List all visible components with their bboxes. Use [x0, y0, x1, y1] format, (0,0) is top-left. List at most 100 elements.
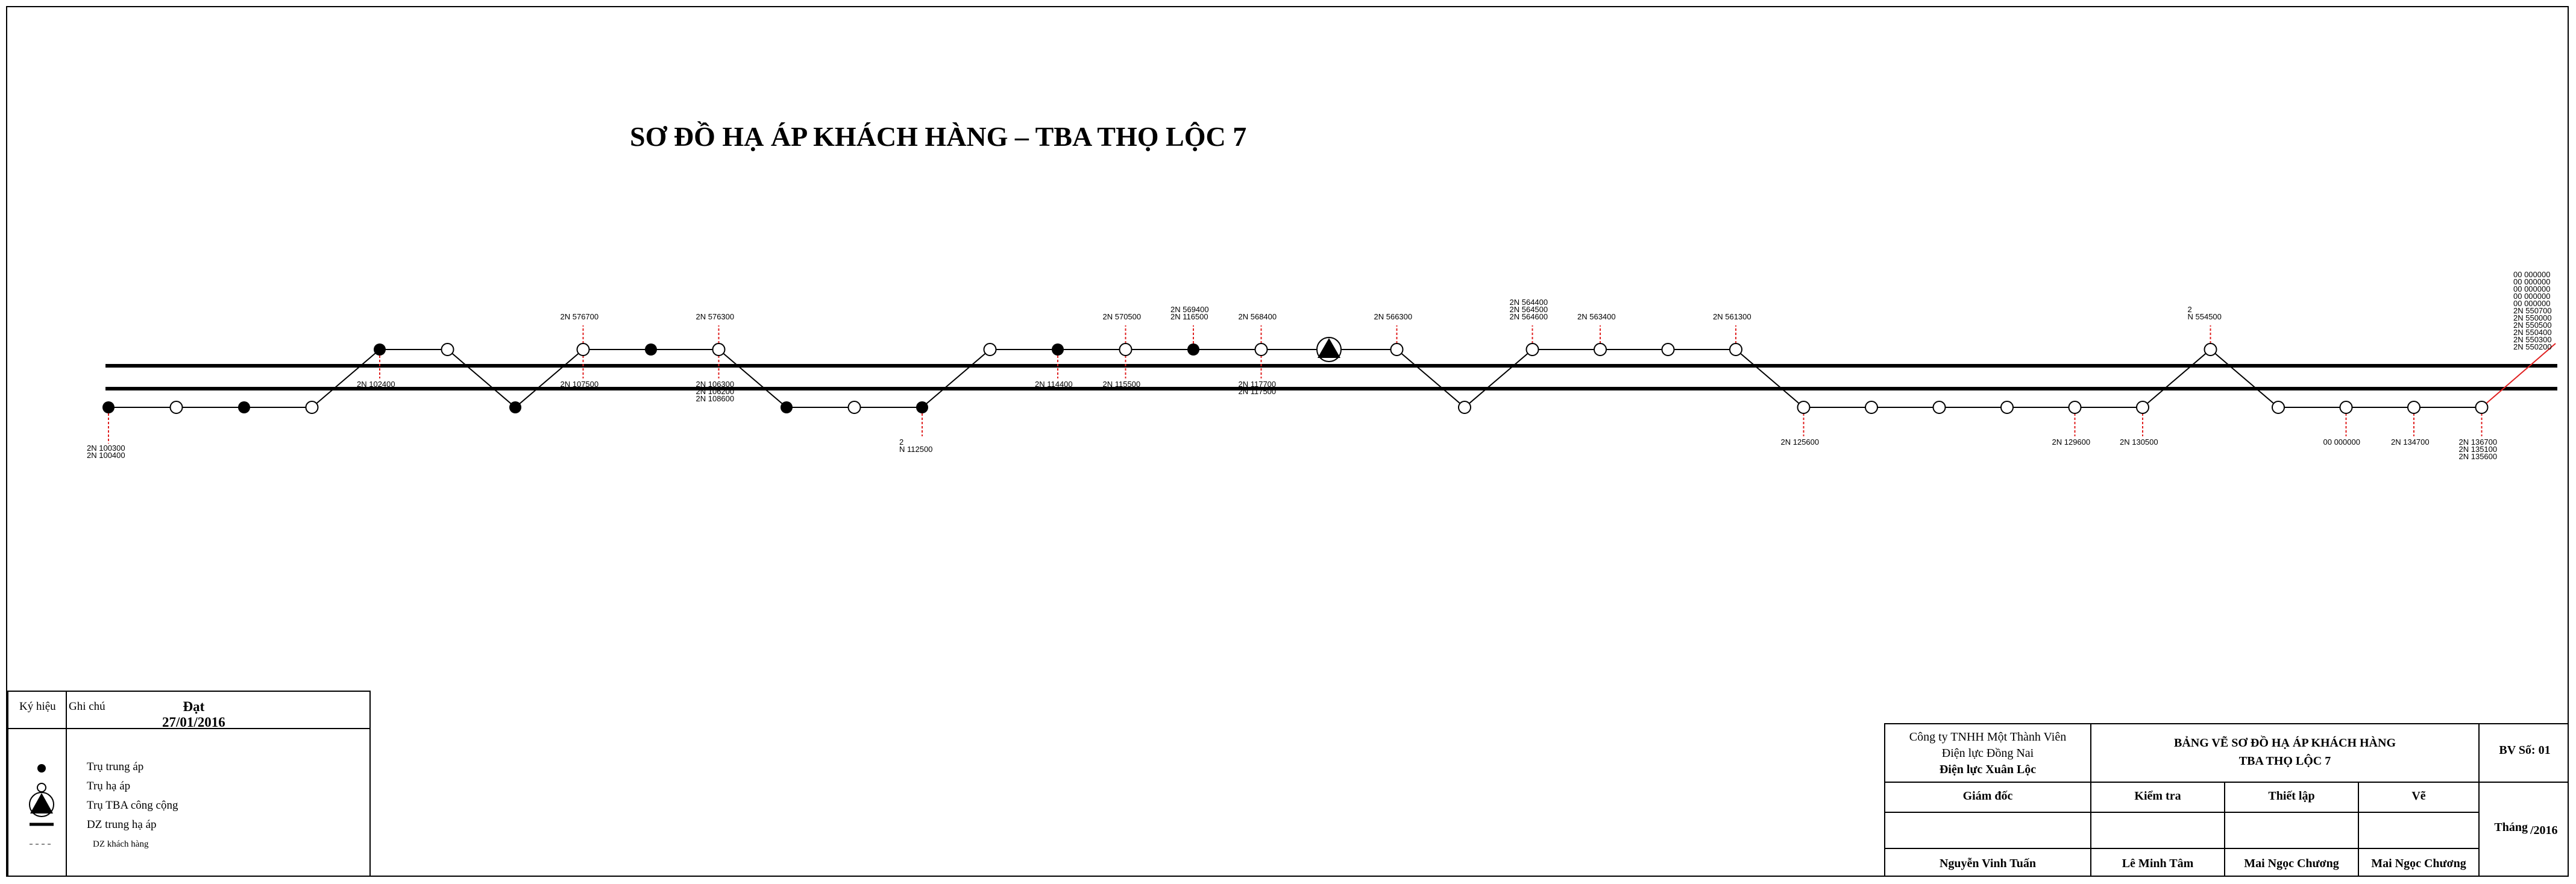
low-voltage-pole-icon: [2407, 401, 2420, 414]
medium-voltage-pole-icon: [781, 401, 793, 413]
customer-meter-label: 2N 576300: [696, 312, 735, 321]
low-voltage-pole-icon: [441, 343, 454, 356]
customer-meter-label: 2N 100400: [87, 451, 125, 460]
drawing-title-line2: TBA THỌ LỘC 7: [2238, 754, 2331, 768]
customer-meter-label: 2N 566300: [1374, 312, 1413, 321]
medium-voltage-pole-icon: [374, 343, 386, 356]
drawing-title: BẢNG VẼ SƠ ĐỒ HẠ ÁP KHÁCH HÀNG TBA THỌ L…: [2091, 734, 2478, 770]
drawing-title-line1: BẢNG VẼ SƠ ĐỒ HẠ ÁP KHÁCH HÀNG: [2174, 736, 2396, 750]
medium-voltage-pole-icon: [916, 401, 928, 413]
customer-meter-label: 2N 117500: [1239, 387, 1277, 396]
low-voltage-pole-icon: [1254, 343, 1268, 356]
legend-header: [8, 692, 369, 729]
medium-voltage-pole-icon: [1052, 343, 1064, 356]
low-voltage-pole-icon: [2339, 401, 2353, 414]
low-voltage-pole-icon: [2272, 401, 2285, 414]
low-voltage-pole-icon: [1458, 401, 1471, 414]
low-voltage-pole-icon: [1932, 401, 1946, 414]
month-label: Tháng: [2494, 821, 2528, 834]
customer-meter-label: 2N 568400: [1239, 312, 1277, 321]
customer-meter-label: 2N 564600: [1510, 312, 1548, 321]
low-voltage-pole-icon: [847, 401, 861, 414]
drawing-frame: [6, 6, 2569, 877]
customer-meter-label: 2N 550700: [2513, 306, 2552, 315]
legend-divider: [66, 692, 67, 876]
medium-voltage-pole-icon: [645, 343, 657, 356]
customer-meter-label: 2N 564500: [1510, 305, 1548, 314]
name-director: Nguyễn Vinh Tuấn: [1939, 857, 2037, 870]
customer-meter-label: 2N 115500: [1103, 380, 1141, 389]
customer-meter-label: N 554500: [2188, 312, 2222, 321]
customer-meter-label: 2N 564400: [1510, 298, 1548, 307]
medium-voltage-pole-icon: [1187, 343, 1199, 356]
customer-meter-label: 2: [2188, 305, 2192, 314]
name-draw: Mai Ngọc Chương: [2371, 857, 2466, 870]
customer-meter-label: 2N 569400: [1170, 305, 1209, 314]
customer-meter-label: 2N 108600: [696, 394, 735, 403]
customer-meter-label: 2N 561300: [1713, 312, 1751, 321]
customer-meter-label: 2N 550500: [2513, 321, 2552, 330]
low-voltage-pole-icon: [1729, 343, 1742, 356]
customer-meter-label: 2N 563400: [1577, 312, 1616, 321]
customer-meter-label: 2: [899, 437, 903, 447]
sheet-number: BV Số: 01: [2499, 744, 2551, 757]
low-voltage-pole-icon: [576, 343, 590, 356]
customer-meter-label: 2N 136700: [2459, 437, 2498, 447]
low-voltage-pole-icon: [1865, 401, 1878, 414]
customer-meter-label: 2N 576700: [561, 312, 599, 321]
role-setup: Thiết lập: [2268, 789, 2315, 803]
year-label: /2016: [2530, 824, 2558, 837]
customer-meter-label: 2N 135100: [2459, 445, 2498, 454]
customer-meter-label: 2N 114400: [1035, 380, 1073, 389]
medium-voltage-pole-icon: [238, 401, 250, 413]
low-voltage-pole-icon: [2475, 401, 2489, 414]
legend-item-line: DZ trung hạ áp: [87, 818, 157, 831]
customer-meter-label: N 112500: [899, 445, 932, 454]
low-voltage-pole-icon: [983, 343, 997, 356]
low-voltage-pole-icon: [2000, 401, 2014, 414]
low-voltage-pole-icon: [1119, 343, 1132, 356]
legend-item-substation: Trụ TBA công cộng: [87, 799, 178, 812]
legend-status-date: Đạt 27/01/2016: [162, 699, 225, 730]
legend-symbol-header: Ký hiệu: [19, 700, 56, 713]
low-voltage-pole-icon: [1661, 343, 1675, 356]
customer-meter-label: 2N 106200: [696, 387, 735, 396]
role-draw: Vẽ: [2411, 789, 2426, 803]
role-director: Giám đốc: [1962, 789, 2013, 803]
customer-meter-label: 00 000000: [2513, 284, 2550, 293]
customer-meter-label: 2N 107500: [561, 380, 599, 389]
low-voltage-pole-icon: [1797, 401, 1811, 414]
name-setup: Mai Ngọc Chương: [2244, 857, 2339, 870]
legend-item-medium-pole: Trụ trung áp: [87, 760, 144, 773]
customer-meter-label: 00 000000: [2513, 292, 2550, 301]
low-voltage-pole-icon: [305, 401, 319, 414]
low-voltage-pole-icon: [2068, 401, 2082, 414]
dashed-line-icon: [30, 844, 54, 845]
company-info: Công ty TNHH Một Thành Viên Điện lực Đồn…: [1885, 729, 2090, 778]
page-title: SƠ ĐỒ HẠ ÁP KHÁCH HÀNG – TBA THỌ LỘC 7: [630, 121, 1247, 152]
name-check: Lê Minh Tâm: [2122, 857, 2194, 870]
company-line3: Điện lực Xuân Lộc: [1939, 763, 2037, 776]
customer-meter-label: 2N 134700: [2391, 437, 2430, 447]
customer-meter-label: 2N 102400: [357, 380, 395, 389]
customer-meter-label: 00 000000: [2513, 277, 2550, 286]
customer-meter-label: 2N 100300: [87, 444, 125, 453]
customer-meter-label: 2N 129600: [2052, 437, 2091, 447]
low-voltage-pole-icon: [1594, 343, 1607, 356]
low-voltage-pole-icon: [169, 401, 183, 414]
medium-voltage-pole-icon: [509, 401, 521, 413]
customer-meter-label: 2N 135600: [2459, 452, 2498, 461]
customer-meter-label: 00 000000: [2513, 299, 2550, 308]
legend-item-customer-line: DZ khách hàng: [93, 839, 149, 849]
legend-note-header: Ghi chú: [69, 700, 105, 713]
end-branch-line: [2481, 343, 2556, 408]
legend-box: Ký hiệu Ghi chú Đạt 27/01/2016 Trụ trung…: [7, 691, 371, 877]
low-voltage-pole-icon: [1390, 343, 1404, 356]
route-line: [108, 348, 2482, 409]
legend-status: Đạt: [183, 699, 205, 714]
low-voltage-pole-icon: [1525, 343, 1539, 356]
customer-meter-label: 2N 550200: [2513, 342, 2552, 351]
customer-meter-label: 00 000000: [2513, 270, 2550, 279]
customer-meter-label: 2N 106300: [696, 380, 735, 389]
